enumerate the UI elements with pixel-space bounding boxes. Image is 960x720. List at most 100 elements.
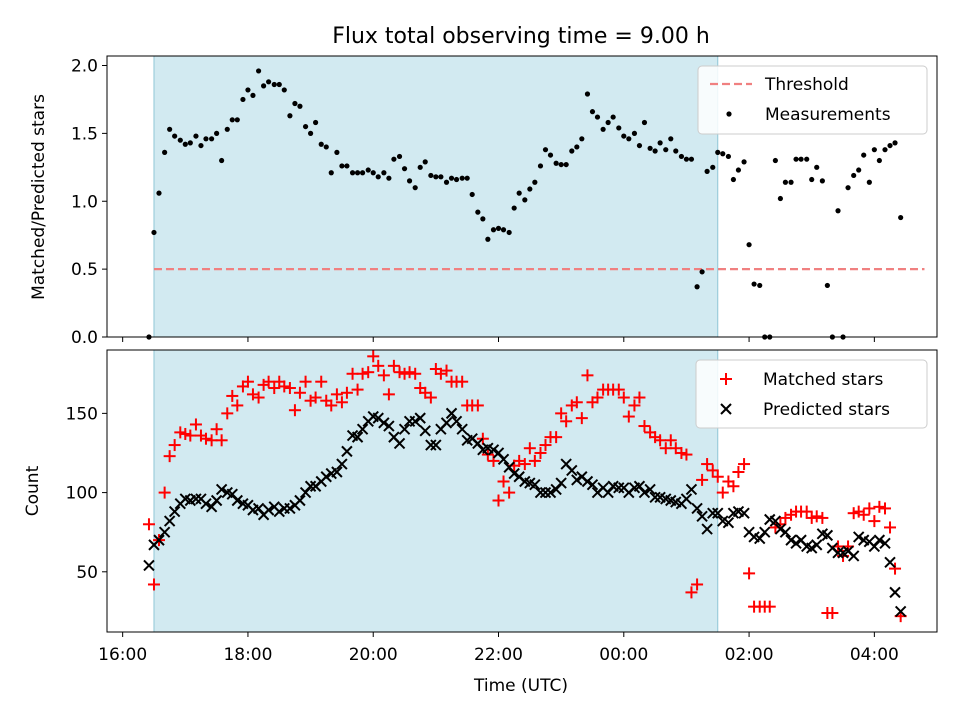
predicted-stars-point — [378, 417, 390, 429]
count-panel-ylabel: Count — [23, 465, 43, 516]
matched-stars-point — [199, 432, 212, 445]
measurement-point — [214, 130, 220, 136]
measurement-point — [172, 133, 178, 139]
predicted-stars-point — [430, 439, 442, 451]
measurement-point — [511, 205, 517, 211]
measurement-point — [453, 176, 460, 183]
x-tick-label: 20:00 — [349, 645, 398, 665]
measurement-point — [730, 176, 737, 183]
observing-span — [153, 349, 719, 633]
count-panel: 50 100 150 16:00 18:00 20:00 22:00 00:00 02:00 0… — [23, 349, 938, 696]
measurement-point — [323, 144, 329, 150]
measurement-point — [537, 163, 544, 169]
matched-stars-point — [581, 369, 594, 382]
measurement-point — [746, 242, 752, 248]
matched-stars-point — [711, 470, 724, 483]
measurement-point — [563, 161, 569, 168]
measurement-point — [558, 161, 564, 168]
measurement-point — [814, 164, 820, 170]
measurement-point — [647, 145, 653, 151]
predicted-stars-point — [806, 542, 818, 554]
predicted-stars-point — [738, 507, 750, 519]
measurement-point — [882, 147, 888, 153]
predicted-stars-point — [852, 531, 865, 543]
predicted-stars-point — [450, 415, 463, 427]
matched-stars-point — [805, 511, 818, 524]
measurement-point — [876, 157, 882, 164]
matched-stars-point — [816, 511, 829, 524]
y-tick-label: 0.0 — [71, 328, 98, 348]
measurement-point — [370, 170, 376, 176]
predicted-stars-point — [586, 478, 599, 491]
measurement-point — [866, 179, 872, 185]
matched-stars-point — [528, 454, 541, 467]
matched-stars-point — [570, 396, 583, 409]
count-panel-legend: Matched stars Predicted stars — [695, 359, 928, 429]
predicted-stars-point — [712, 507, 724, 519]
measurement-point — [271, 81, 277, 88]
ratio-legend-box — [697, 65, 928, 135]
matched-stars-point — [356, 367, 369, 380]
measurement-point — [757, 282, 763, 289]
matched-stars-point — [398, 367, 411, 380]
measurement-point — [240, 96, 246, 103]
x-tick-label: 22:00 — [474, 645, 523, 665]
predicted-stars-point — [425, 439, 437, 451]
matched-stars-point — [847, 507, 860, 520]
measurement-point — [433, 174, 439, 180]
matched-stars-point — [340, 386, 353, 399]
measurement-point — [741, 159, 747, 165]
matched-stars-point — [221, 407, 234, 420]
matched-stars-point — [518, 458, 531, 471]
matched-stars-point — [738, 458, 751, 471]
matched-stars-point — [387, 359, 400, 372]
count-panel-frame — [106, 349, 938, 633]
predicted-stars-point — [168, 505, 181, 518]
measurement-point — [266, 79, 272, 85]
matched-stars-point — [622, 410, 635, 423]
matched-stars-point — [288, 404, 301, 417]
matched-stars-point — [696, 473, 709, 486]
matched-stars-point — [633, 391, 646, 404]
measurement-point — [641, 119, 648, 126]
measurement-point — [704, 168, 710, 174]
measurement-point — [250, 92, 256, 98]
matched-stars-point — [550, 431, 563, 444]
measurement-point — [386, 175, 392, 181]
predicted-stars-point — [873, 534, 886, 546]
measurement-point — [782, 179, 789, 185]
x-tick-label: 04:00 — [850, 645, 899, 665]
measurement-point — [735, 167, 742, 173]
measurement-point — [381, 170, 387, 176]
matched-stars-point — [184, 429, 197, 442]
predicted-stars-point — [785, 534, 797, 546]
measurement-point — [547, 152, 554, 158]
predicted-stars-point — [685, 483, 698, 496]
measurement-point — [365, 167, 371, 173]
x-tick-label: 16:00 — [98, 645, 147, 665]
measurement-point — [798, 156, 804, 162]
ratio-panel-frame — [106, 55, 938, 338]
measurement-point — [626, 136, 632, 142]
predicted-stars-point — [284, 502, 296, 515]
predicted-stars-point — [884, 556, 896, 568]
measurement-point — [835, 208, 841, 214]
measurement-point — [824, 282, 830, 289]
matched-stars-point — [278, 380, 291, 393]
predicted-stars-point — [163, 515, 176, 527]
predicted-stars-point — [571, 474, 583, 486]
matched-stars-point — [147, 578, 160, 591]
predicted-stars-point — [894, 605, 907, 618]
measurement-point — [861, 152, 867, 158]
predicted-stars-point — [644, 483, 656, 496]
measurement-point — [406, 178, 413, 184]
predicted-stars-point — [158, 526, 171, 538]
matched-stars-point — [675, 446, 688, 459]
matched-stars-point — [168, 439, 181, 452]
measurement-point — [209, 136, 215, 142]
matched-stars-point — [868, 515, 881, 528]
matched-stars-point — [638, 420, 651, 433]
measurement-point — [156, 190, 162, 196]
matched-stars-point — [680, 448, 693, 461]
